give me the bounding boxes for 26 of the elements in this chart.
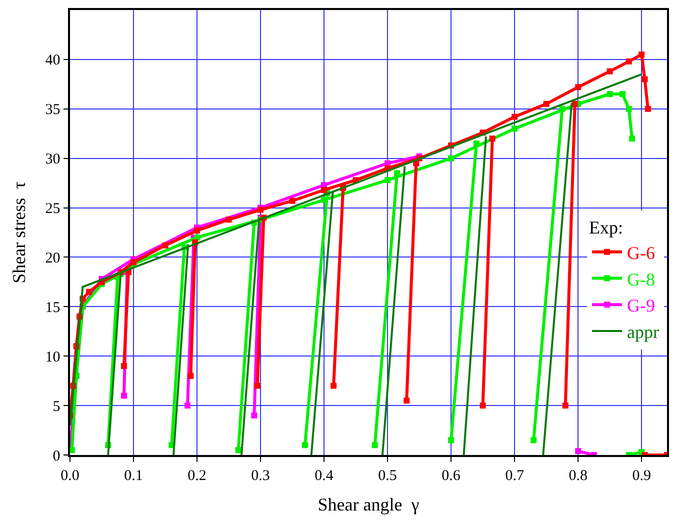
legend-label: G-6: [627, 242, 656, 263]
y-tick-label: 0: [52, 448, 60, 464]
y-tick-label: 40: [45, 52, 60, 69]
x-tick-label: 0.3: [251, 468, 270, 484]
x-tick-label: 0.4: [314, 468, 334, 484]
x-tick-label: 0.2: [188, 468, 206, 484]
y-tick-label: 20: [45, 250, 60, 266]
x-tick-label: 0.6: [442, 468, 461, 484]
y-axis-title: Shear stress τ: [8, 182, 29, 284]
legend-label: G-8: [627, 269, 656, 290]
y-tick-label: 25: [45, 201, 60, 218]
y-tick-label: 10: [45, 349, 60, 366]
y-tick-label: 35: [45, 102, 60, 118]
x-tick-label: 0.5: [378, 468, 397, 484]
x-tick-label: 0.8: [568, 468, 588, 484]
y-tick-label: 5: [52, 398, 60, 415]
x-tick-label: 0.0: [60, 468, 80, 484]
x-axis-title: Shear angle γ: [318, 494, 420, 514]
legend-title: Exp:: [589, 218, 624, 238]
legend-label: appr: [627, 322, 660, 342]
legend-label: G-9: [627, 296, 656, 316]
x-tick-label: 0.7: [505, 468, 524, 484]
x-tick-label: 0.1: [124, 468, 143, 484]
x-tick-label: 0.9: [632, 468, 651, 484]
y-tick-label: 15: [45, 300, 60, 316]
y-tick-label: 30: [45, 152, 60, 168]
